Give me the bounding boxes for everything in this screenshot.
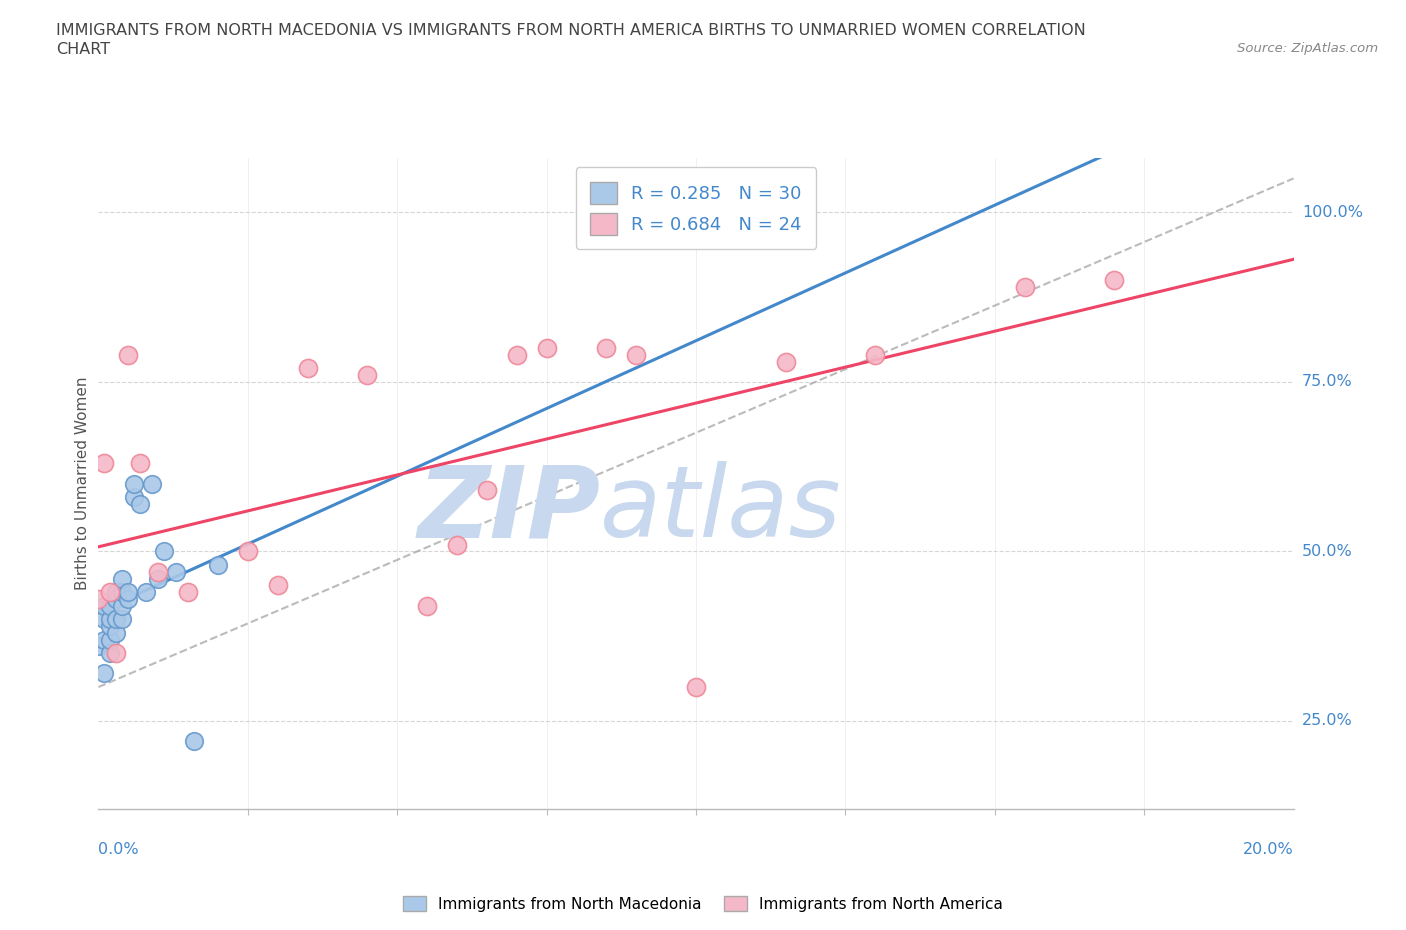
Point (93, 598, 115, 613)
Text: 20.0%: 20.0% (1243, 842, 1294, 857)
Point (297, 361, 319, 376)
Point (98, 632, 122, 647)
Point (177, 585, 200, 600)
Point (117, 585, 139, 600)
Point (105, 585, 128, 600)
Text: 50.0%: 50.0% (1302, 544, 1353, 559)
Y-axis label: Births to Unmarried Women: Births to Unmarried Women (75, 377, 90, 591)
Text: 75.0%: 75.0% (1302, 375, 1353, 390)
Point (356, 367, 378, 382)
Point (865, 347, 887, 362)
Point (98, 598, 122, 613)
Point (124, 490, 146, 505)
Point (98, 618, 122, 633)
Point (111, 585, 134, 600)
Point (93, 632, 115, 647)
Point (506, 347, 529, 362)
Point (141, 476, 163, 491)
Point (87, 639, 110, 654)
Legend: Immigrants from North Macedonia, Immigrants from North America: Immigrants from North Macedonia, Immigra… (396, 889, 1010, 918)
Point (1014, 280, 1036, 295)
Point (775, 354, 797, 369)
Point (207, 558, 229, 573)
Point (93, 666, 115, 681)
Point (111, 571, 134, 586)
Point (165, 565, 187, 579)
Point (183, 734, 205, 749)
Point (129, 456, 152, 471)
Text: IMMIGRANTS FROM NORTH MACEDONIA VS IMMIGRANTS FROM NORTH AMERICA BIRTHS TO UNMAR: IMMIGRANTS FROM NORTH MACEDONIA VS IMMIG… (56, 23, 1085, 38)
Text: 0.0%: 0.0% (98, 842, 139, 857)
Point (135, 585, 157, 600)
Point (148, 565, 170, 579)
Text: ZIP: ZIP (418, 461, 600, 558)
Text: 25.0%: 25.0% (1302, 713, 1353, 728)
Point (105, 612, 128, 627)
Point (685, 680, 707, 695)
Point (98, 585, 122, 600)
Point (93, 612, 115, 627)
Text: atlas: atlas (600, 461, 842, 558)
Point (124, 476, 146, 491)
Point (148, 571, 170, 586)
Point (98, 612, 122, 627)
Point (111, 598, 134, 613)
Point (153, 544, 176, 559)
Text: Source: ZipAtlas.com: Source: ZipAtlas.com (1237, 42, 1378, 55)
Text: CHART: CHART (56, 42, 110, 57)
Point (105, 625, 128, 640)
Point (117, 347, 139, 362)
Point (129, 497, 152, 512)
Point (117, 591, 139, 606)
Point (624, 347, 647, 362)
Point (1104, 272, 1126, 287)
Point (475, 483, 498, 498)
Point (87, 591, 110, 606)
Point (105, 645, 128, 660)
Point (105, 591, 128, 606)
Point (416, 598, 439, 613)
Point (98, 645, 122, 660)
Point (536, 340, 558, 355)
Point (267, 578, 290, 592)
Point (111, 612, 134, 627)
Point (236, 544, 259, 559)
Text: 100.0%: 100.0% (1302, 205, 1362, 219)
Point (93, 456, 115, 471)
Point (446, 538, 468, 552)
Point (595, 340, 617, 355)
Legend: R = 0.285   N = 30, R = 0.684   N = 24: R = 0.285 N = 30, R = 0.684 N = 24 (575, 167, 817, 249)
